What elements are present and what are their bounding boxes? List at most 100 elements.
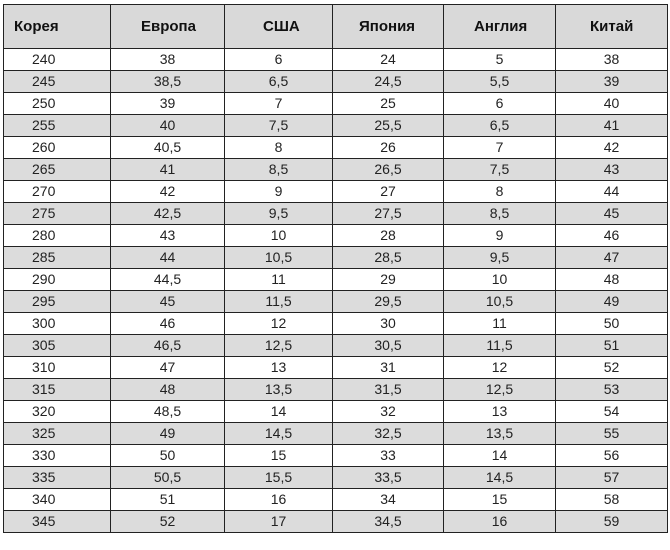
cell-japan: 34 xyxy=(332,488,444,511)
cell-england: 10 xyxy=(443,268,556,291)
cell-korea: 260 xyxy=(3,136,111,159)
cell-china: 54 xyxy=(555,400,668,423)
table-row: 290 44,5 11 29 10 48 xyxy=(3,268,668,291)
cell-korea: 300 xyxy=(3,312,111,335)
cell-england: 12 xyxy=(443,356,556,379)
cell-china: 46 xyxy=(555,224,668,247)
size-conversion-table: Корея Европа США Япония Англия Китай 240… xyxy=(3,4,668,533)
cell-usa: 7 xyxy=(224,92,333,115)
cell-china: 39 xyxy=(555,70,668,93)
cell-usa: 8,5 xyxy=(224,158,333,181)
cell-europe: 48,5 xyxy=(110,400,225,423)
table-row: 250 39 7 25 6 40 xyxy=(3,92,668,115)
cell-usa: 14 xyxy=(224,400,333,423)
header-china: Китай xyxy=(555,4,668,49)
cell-japan: 30,5 xyxy=(332,334,444,357)
cell-china: 51 xyxy=(555,334,668,357)
cell-usa: 10,5 xyxy=(224,246,333,269)
cell-europe: 46 xyxy=(110,312,225,335)
table-row: 260 40,5 8 26 7 42 xyxy=(3,136,668,159)
cell-england: 8,5 xyxy=(443,202,556,225)
cell-korea: 305 xyxy=(3,334,111,357)
cell-china: 48 xyxy=(555,268,668,291)
cell-usa: 11 xyxy=(224,268,333,291)
table-row: 340 51 16 34 15 58 xyxy=(3,488,668,511)
table-row: 245 38,5 6,5 24,5 5,5 39 xyxy=(3,70,668,93)
cell-japan: 32 xyxy=(332,400,444,423)
cell-europe: 48 xyxy=(110,378,225,401)
cell-england: 12,5 xyxy=(443,378,556,401)
cell-europe: 44,5 xyxy=(110,268,225,291)
cell-usa: 15 xyxy=(224,444,333,467)
cell-japan: 28 xyxy=(332,224,444,247)
table-row: 275 42,5 9,5 27,5 8,5 45 xyxy=(3,202,668,225)
cell-korea: 285 xyxy=(3,246,111,269)
cell-europe: 38 xyxy=(110,48,225,71)
table-row: 240 38 6 24 5 38 xyxy=(3,48,668,71)
cell-china: 52 xyxy=(555,356,668,379)
cell-china: 43 xyxy=(555,158,668,181)
cell-europe: 43 xyxy=(110,224,225,247)
header-usa: США xyxy=(224,4,333,49)
cell-england: 7 xyxy=(443,136,556,159)
cell-korea: 330 xyxy=(3,444,111,467)
cell-china: 58 xyxy=(555,488,668,511)
cell-england: 13 xyxy=(443,400,556,423)
table-row: 305 46,5 12,5 30,5 11,5 51 xyxy=(3,334,668,357)
cell-japan: 33,5 xyxy=(332,466,444,489)
cell-europe: 52 xyxy=(110,510,225,533)
cell-england: 11,5 xyxy=(443,334,556,357)
table-row: 310 47 13 31 12 52 xyxy=(3,356,668,379)
cell-usa: 15,5 xyxy=(224,466,333,489)
cell-usa: 12,5 xyxy=(224,334,333,357)
cell-usa: 6 xyxy=(224,48,333,71)
cell-europe: 42,5 xyxy=(110,202,225,225)
cell-korea: 255 xyxy=(3,114,111,137)
cell-japan: 26,5 xyxy=(332,158,444,181)
cell-usa: 13,5 xyxy=(224,378,333,401)
table-row: 265 41 8,5 26,5 7,5 43 xyxy=(3,158,668,181)
table-row: 300 46 12 30 11 50 xyxy=(3,312,668,335)
cell-china: 49 xyxy=(555,290,668,313)
cell-england: 13,5 xyxy=(443,422,556,445)
cell-china: 42 xyxy=(555,136,668,159)
cell-japan: 24,5 xyxy=(332,70,444,93)
cell-japan: 31,5 xyxy=(332,378,444,401)
cell-japan: 29 xyxy=(332,268,444,291)
cell-korea: 295 xyxy=(3,290,111,313)
cell-usa: 16 xyxy=(224,488,333,511)
cell-england: 16 xyxy=(443,510,556,533)
table-row: 285 44 10,5 28,5 9,5 47 xyxy=(3,246,668,269)
cell-europe: 41 xyxy=(110,158,225,181)
cell-england: 7,5 xyxy=(443,158,556,181)
cell-usa: 9,5 xyxy=(224,202,333,225)
cell-england: 9 xyxy=(443,224,556,247)
cell-korea: 265 xyxy=(3,158,111,181)
header-europe: Европа xyxy=(110,4,225,49)
cell-china: 40 xyxy=(555,92,668,115)
cell-usa: 10 xyxy=(224,224,333,247)
cell-korea: 245 xyxy=(3,70,111,93)
cell-japan: 30 xyxy=(332,312,444,335)
table-row: 295 45 11,5 29,5 10,5 49 xyxy=(3,290,668,313)
cell-usa: 14,5 xyxy=(224,422,333,445)
table-row: 280 43 10 28 9 46 xyxy=(3,224,668,247)
cell-china: 50 xyxy=(555,312,668,335)
cell-japan: 34,5 xyxy=(332,510,444,533)
cell-england: 8 xyxy=(443,180,556,203)
cell-usa: 13 xyxy=(224,356,333,379)
cell-europe: 40 xyxy=(110,114,225,137)
cell-england: 15 xyxy=(443,488,556,511)
cell-england: 9,5 xyxy=(443,246,556,269)
cell-japan: 33 xyxy=(332,444,444,467)
cell-korea: 250 xyxy=(3,92,111,115)
cell-usa: 6,5 xyxy=(224,70,333,93)
cell-korea: 280 xyxy=(3,224,111,247)
cell-japan: 27,5 xyxy=(332,202,444,225)
cell-europe: 50 xyxy=(110,444,225,467)
cell-china: 38 xyxy=(555,48,668,71)
cell-japan: 29,5 xyxy=(332,290,444,313)
cell-europe: 40,5 xyxy=(110,136,225,159)
cell-usa: 8 xyxy=(224,136,333,159)
cell-china: 59 xyxy=(555,510,668,533)
